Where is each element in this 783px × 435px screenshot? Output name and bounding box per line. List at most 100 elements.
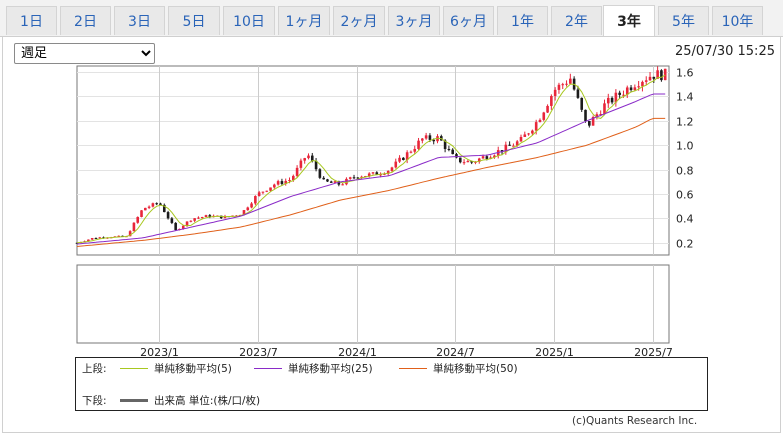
candle-body [641, 81, 644, 87]
candle-body [432, 139, 436, 142]
candle-body [584, 109, 587, 121]
candle-body [128, 231, 132, 237]
candle-body [276, 181, 280, 185]
y-tick-label: 1.4 [676, 91, 694, 104]
candle-body [147, 206, 151, 208]
candle-body [295, 167, 299, 176]
candle-body [193, 218, 196, 221]
candle-body [132, 222, 136, 232]
candle-body [181, 225, 185, 229]
legend-ma50-label: 単純移動平均(50) [433, 362, 518, 375]
candle-body [660, 70, 663, 81]
chart-panel [2, 36, 781, 433]
tab-10-years[interactable]: 10年 [712, 6, 763, 35]
legend-lower-row: 下段: 出来高 単位:(株/口/枚) [82, 393, 260, 407]
x-tick-label: 2024/1 [338, 346, 377, 359]
tab-2-months[interactable]: 2ヶ月 [333, 6, 385, 35]
tab-5-days[interactable]: 5日 [168, 6, 220, 35]
y-tick-label: 0.4 [676, 213, 694, 226]
candle-body [254, 196, 257, 204]
candle-body [140, 210, 143, 217]
legend-ma5-label: 単純移動平均(5) [154, 362, 232, 375]
period-select[interactable]: 週足 [14, 43, 155, 64]
candle-body [257, 192, 261, 197]
legend-volume-label: 出来高 単位:(株/口/枚) [154, 394, 261, 407]
legend-lower-label: 下段: [82, 394, 107, 407]
ma50-swatch [399, 367, 427, 369]
candle-body [345, 178, 348, 185]
legend-upper-label: 上段: [82, 362, 107, 375]
timestamp: 25/07/30 15:25 [675, 44, 775, 59]
candle-body [307, 155, 310, 159]
candle-body [595, 114, 599, 117]
candle-body [451, 149, 454, 155]
candle-body [648, 76, 652, 81]
candle-body [569, 78, 572, 84]
candle-body [606, 97, 610, 104]
x-tick-label: 2023/1 [140, 346, 179, 359]
tab-6-months[interactable]: 6ヶ月 [443, 6, 494, 35]
ma25-swatch [254, 367, 282, 369]
tab-1-day[interactable]: 1日 [6, 6, 57, 35]
tab-10-days[interactable]: 10日 [223, 6, 275, 35]
candle-body [151, 203, 155, 207]
candle-body [603, 103, 606, 115]
candle-body [656, 70, 659, 79]
candle-body [185, 221, 189, 226]
candle-body [386, 170, 390, 174]
tab-2-years[interactable]: 2年 [551, 6, 602, 35]
tab-2-days[interactable]: 2日 [60, 6, 111, 35]
candle-body [402, 157, 405, 160]
tab-1-month[interactable]: 1ヶ月 [278, 6, 330, 35]
candle-body [356, 177, 360, 179]
candle-body [284, 180, 288, 184]
y-tick-label: 1.0 [676, 140, 694, 153]
candle-body [542, 112, 546, 120]
price-panel: 0.2 0.4 0.6 0.8 1.0 1.2 1.4 1.6 [75, 65, 694, 256]
candle-body [493, 155, 496, 158]
candle-body [333, 181, 337, 183]
x-tick-label: 2023/7 [239, 346, 278, 359]
legend-ma25: 単純移動平均(25) [254, 361, 399, 376]
tab-3-years[interactable]: 3年 [603, 5, 655, 36]
tab-3-days[interactable]: 3日 [114, 6, 165, 35]
copyright: (c)Quants Research Inc. [572, 415, 698, 427]
candle-body [565, 83, 568, 85]
tab-1-year[interactable]: 1年 [497, 6, 548, 35]
candle-body [117, 235, 121, 237]
x-tick-label: 2024/7 [436, 346, 475, 359]
y-tick-label: 1.2 [676, 116, 694, 129]
candle-body [348, 177, 352, 179]
candle-body [527, 133, 530, 135]
tab-5-years[interactable]: 5年 [658, 6, 709, 35]
candle-body [625, 87, 629, 95]
candle-body [538, 119, 542, 123]
candle-body [629, 87, 633, 91]
candle-body [280, 181, 284, 184]
candle-body [159, 203, 162, 205]
candle-body [417, 140, 420, 149]
candle-body [310, 155, 314, 161]
candle-body [591, 116, 595, 126]
candle-body [189, 220, 193, 222]
legend-ma50: 単純移動平均(50) [399, 361, 518, 376]
candle-body [458, 157, 462, 163]
candle-body [371, 172, 375, 174]
candle-body [208, 215, 212, 218]
candle-body [512, 145, 515, 147]
candle-body [424, 135, 428, 139]
candle-body [299, 160, 303, 168]
candle-body [170, 218, 174, 223]
candle-body [618, 92, 621, 95]
candle-body [326, 179, 329, 182]
candle-body [219, 215, 223, 219]
candle-body [644, 80, 648, 82]
volume-swatch [120, 398, 148, 402]
candle-body [443, 140, 447, 149]
candle-body [292, 175, 295, 180]
candle-body [174, 222, 177, 231]
candle-body [504, 144, 508, 153]
candle-body [409, 151, 413, 153]
tab-3-months[interactable]: 3ヶ月 [388, 6, 440, 35]
candle-body [273, 184, 276, 188]
